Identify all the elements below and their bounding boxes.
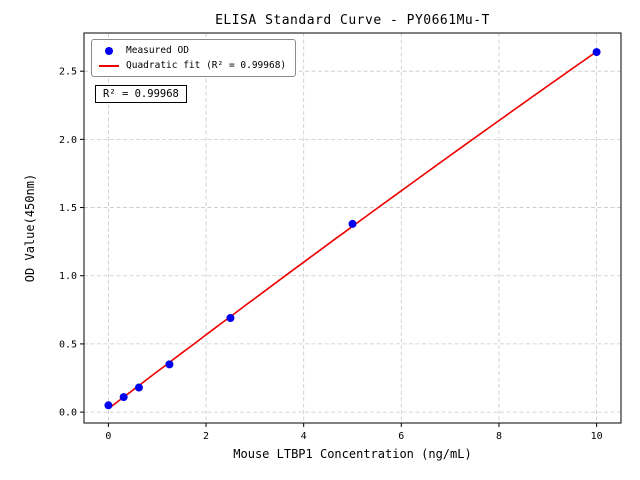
legend-marker-fit-line	[99, 64, 119, 67]
legend-item-measured: Measured OD	[99, 45, 286, 56]
data-point	[119, 393, 128, 402]
x-tick-label: 6	[398, 431, 404, 442]
x-tick-label: 10	[591, 431, 603, 442]
y-tick-label: 1.0	[59, 271, 77, 282]
x-tick-label: 4	[301, 431, 307, 442]
data-point	[348, 219, 357, 228]
y-tick-label: 2.5	[59, 67, 77, 78]
x-axis-label: Mouse LTBP1 Concentration (ng/mL)	[233, 447, 472, 461]
fit-line	[107, 50, 598, 410]
legend-item-fit: Quadratic fit (R² = 0.99968)	[99, 60, 286, 71]
legend-label-fit: Quadratic fit (R² = 0.99968)	[126, 60, 287, 71]
x-tick-label: 2	[203, 431, 209, 442]
legend-label-measured: Measured OD	[126, 45, 189, 56]
data-point	[134, 383, 143, 392]
y-tick-label: 0.0	[59, 408, 77, 419]
data-point	[165, 360, 174, 369]
x-tick-label: 8	[496, 431, 502, 442]
legend-marker-measured-dot	[105, 46, 113, 55]
x-tick-label: 0	[105, 431, 111, 442]
data-point	[226, 314, 235, 322]
data-point	[104, 401, 113, 410]
data-point	[592, 48, 601, 57]
legend: Measured OD Quadratic fit (R² = 0.99968)	[91, 39, 297, 77]
plot-border	[83, 32, 622, 424]
y-tick-label: 1.5	[59, 203, 77, 214]
chart-title: ELISA Standard Curve - PY0661Mu-T	[215, 13, 490, 28]
y-axis-label: OD Value(450nm)	[23, 173, 37, 283]
y-tick-label: 2.0	[59, 135, 77, 146]
y-tick-label: 0.5	[59, 339, 77, 350]
r-squared-annotation: R² = 0.99968	[95, 85, 187, 103]
